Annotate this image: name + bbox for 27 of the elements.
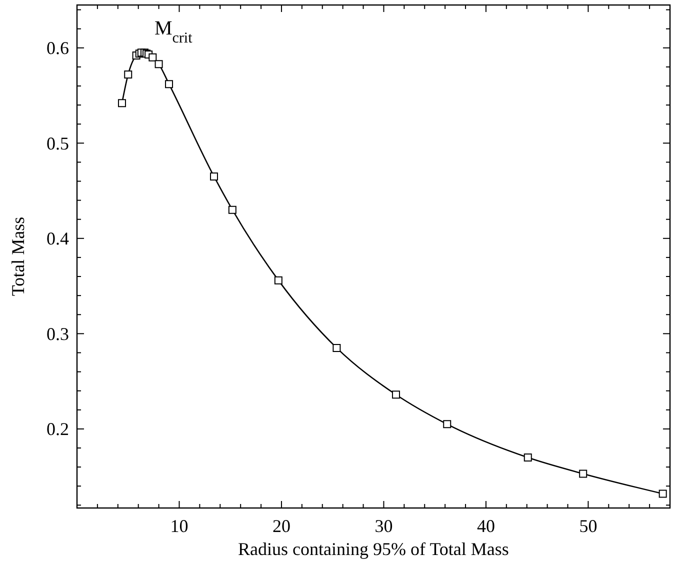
- x-tick-label: 20: [272, 516, 290, 536]
- y-tick-label: 0.5: [46, 133, 69, 154]
- y-tick-label: 0.4: [46, 228, 69, 249]
- point: [148, 53, 157, 62]
- point: [154, 60, 163, 68]
- point: [165, 80, 174, 88]
- point: [124, 70, 132, 79]
- y-tick-label: 0.2: [46, 419, 69, 440]
- x-tick-label: 10: [170, 516, 188, 536]
- point: [332, 344, 341, 352]
- point: [524, 454, 532, 462]
- point: [274, 276, 282, 284]
- x-tick-label: 40: [476, 516, 495, 536]
- annotation: M$_{crit}$: [154, 18, 194, 47]
- y-axis-title: Total Mass: [8, 216, 28, 296]
- x-tick-label: 30: [374, 516, 393, 536]
- point: [118, 99, 126, 108]
- x-axis-title: Radius containing 95% of Total Mass: [238, 539, 509, 559]
- point: [228, 206, 236, 214]
- y-tick-label: 0.3: [46, 324, 69, 344]
- point: [392, 390, 400, 399]
- point: [658, 490, 667, 498]
- point: [579, 470, 588, 478]
- point: [210, 172, 218, 180]
- x-tick-label: 50: [579, 516, 598, 536]
- point: [443, 420, 452, 428]
- y-tick-label: 0.6: [46, 38, 69, 58]
